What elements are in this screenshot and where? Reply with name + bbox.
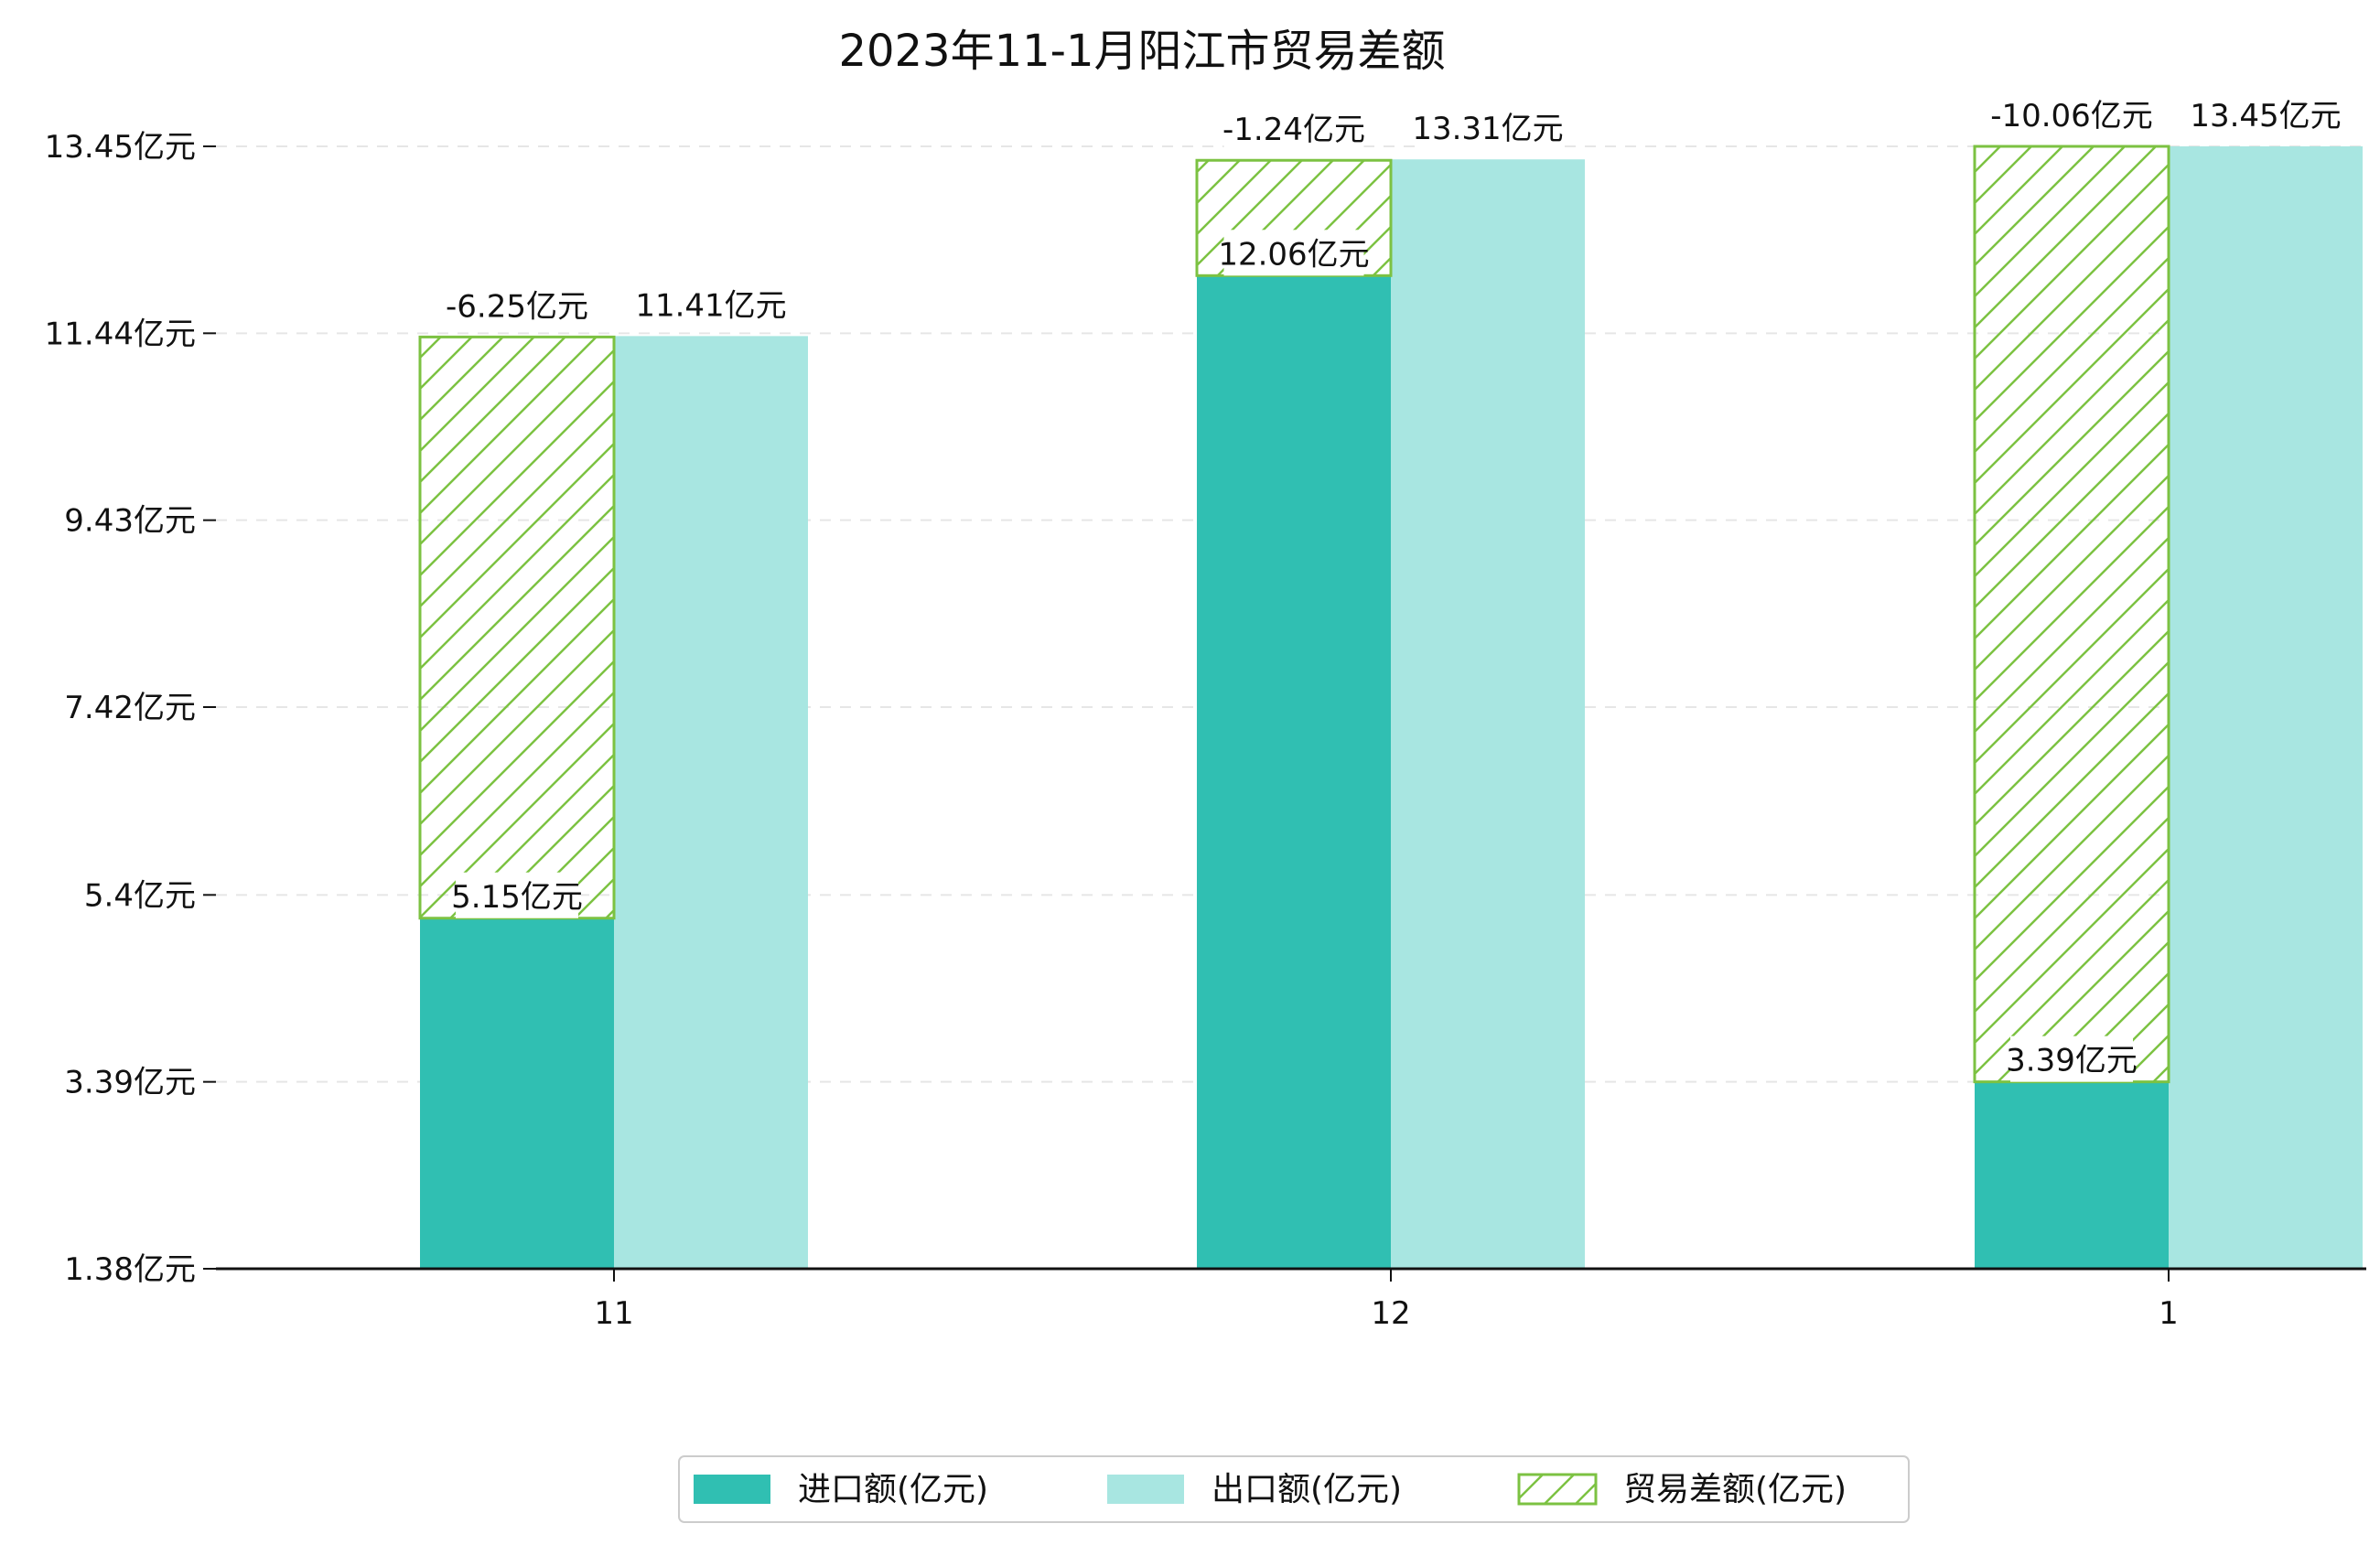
chart-title: 2023年11-1月阳江市贸易差额 [838, 26, 1445, 77]
balance-value-label: -6.25亿元 [446, 288, 588, 325]
balance-bar [418, 335, 616, 920]
export-value-label-bg [2195, 91, 2336, 137]
import-value-label: 3.39亿元 [2006, 1043, 2138, 1079]
x-tick-label: 1 [2159, 1295, 2179, 1332]
y-tick-label: 11.44亿元 [45, 316, 196, 352]
import-value-label-bg [2010, 1035, 2133, 1082]
import-bar [420, 917, 614, 1269]
x-tick-label: 12 [1371, 1295, 1410, 1332]
export-value-label: 13.31亿元 [1412, 111, 1563, 147]
value-labels: 5.15亿元 11.41亿元 -6.25亿元 12.06亿元 13.31亿元 -1.24亿… [446, 91, 2342, 1082]
axes: 1.38亿元 3.39亿元 5.4亿元 7.42亿元 9.43亿元 11.44亿元 13.4… [45, 129, 2366, 1332]
export-value-label: 13.45亿元 [2190, 98, 2341, 134]
import-value-label: 5.15亿元 [451, 879, 583, 916]
balance-value-label-bg [1993, 91, 2150, 137]
legend-frame [678, 1455, 1910, 1523]
legend-label-export: 出口额(亿元) [1212, 1471, 1402, 1508]
legend-swatch-export [1107, 1475, 1184, 1504]
export-bar [614, 336, 808, 1270]
y-tick-label: 7.42亿元 [64, 690, 196, 726]
import-value-label-bg [1223, 230, 1364, 276]
y-tick-label: 13.45亿元 [45, 129, 196, 166]
bars [418, 145, 2363, 1270]
balance-value-label-bg [447, 282, 587, 328]
balance-value-label: -10.06亿元 [1990, 98, 2153, 134]
export-value-label-bg [1417, 104, 1558, 151]
balance-bar [1973, 145, 2170, 1084]
export-value-label: 11.41亿元 [635, 287, 786, 324]
legend: 进口额(亿元) 出口额(亿元) 贸易差额(亿元) [678, 1455, 1910, 1523]
legend-label-balance: 贸易差额(亿元) [1623, 1471, 1847, 1508]
x-tick-label: 11 [594, 1295, 633, 1332]
legend-swatch-balance [1517, 1473, 1598, 1506]
y-tick-label: 3.39亿元 [64, 1065, 196, 1101]
balance-value-label-bg [1223, 105, 1364, 152]
export-bar [1391, 159, 1585, 1270]
import-bar [1975, 1081, 2169, 1269]
legend-swatch-import [694, 1475, 770, 1504]
balance-value-label: -1.24亿元 [1222, 112, 1365, 148]
import-value-label-bg [456, 872, 578, 918]
import-bar [1197, 275, 1391, 1269]
export-value-label-bg [641, 281, 781, 327]
y-tick-label: 9.43亿元 [64, 503, 196, 540]
y-tick-label: 5.4亿元 [84, 877, 196, 914]
export-bar [2169, 146, 2363, 1269]
y-tick-label: 1.38亿元 [64, 1251, 196, 1288]
import-value-label: 12.06亿元 [1218, 236, 1369, 273]
legend-label-import: 进口额(亿元) [798, 1471, 988, 1508]
